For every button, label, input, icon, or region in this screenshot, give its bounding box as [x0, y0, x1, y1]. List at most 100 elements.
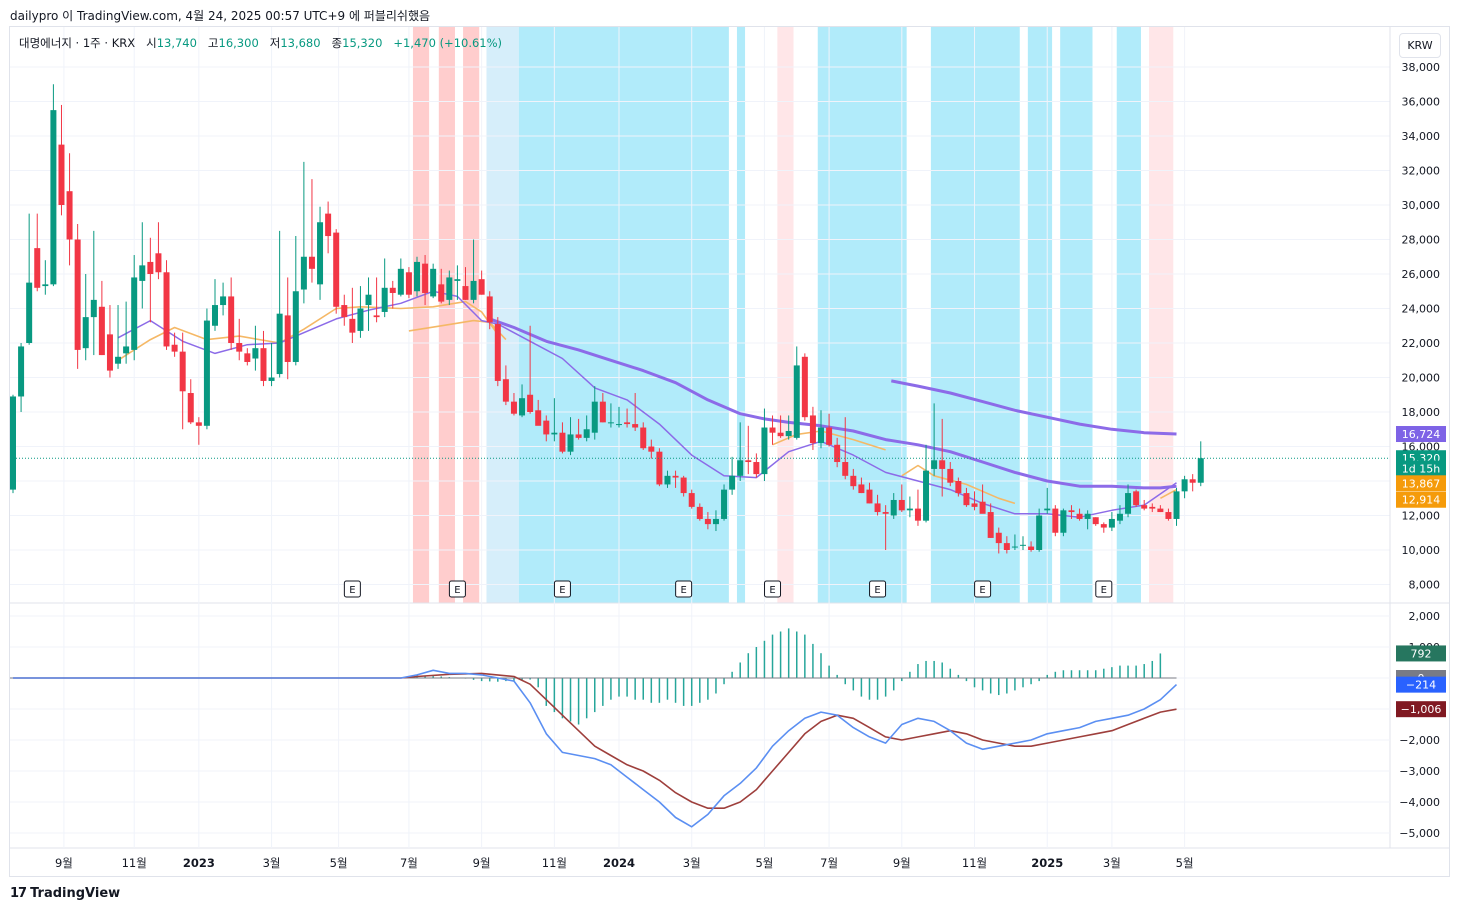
candle-body	[381, 287, 388, 312]
candle-body	[712, 518, 719, 525]
macd-badge-text: −1,006	[1401, 703, 1442, 716]
macd-badge	[1396, 701, 1446, 718]
background-zones	[412, 27, 1174, 603]
time-tick-label: 7월	[400, 856, 418, 870]
candle-body	[292, 291, 299, 362]
candle-body	[826, 427, 833, 445]
candle-body	[559, 432, 566, 452]
price-tick-label: 12,000	[1402, 510, 1441, 523]
candle-body	[858, 484, 865, 494]
candle-body	[365, 294, 372, 306]
earnings-label: E	[349, 585, 355, 596]
candle-body	[155, 253, 162, 273]
ma_purple_long-line	[489, 317, 1177, 490]
ma_orange-line	[117, 300, 499, 361]
candle-body	[624, 422, 631, 425]
time-axis: 9월 11월 2023 3월 5월 7월 9월 11월 2024 3월 5월 7월 9월 11월 2025 3…	[55, 856, 1194, 870]
candle-body	[131, 277, 138, 350]
candle-body	[793, 365, 800, 438]
candle-body	[777, 432, 784, 437]
candle-body	[268, 377, 275, 381]
candle-body	[1141, 505, 1148, 509]
candle-body	[680, 477, 687, 494]
candle-body	[123, 346, 130, 354]
candle-body	[519, 398, 526, 416]
candle-body	[82, 317, 89, 349]
candle-body	[115, 356, 122, 364]
earnings-label: E	[1101, 585, 1107, 596]
time-tick-label: 9월	[893, 856, 911, 870]
candle-body	[276, 313, 283, 375]
candle-body	[632, 424, 639, 428]
candle-body	[923, 470, 930, 521]
earnings-icon	[343, 580, 361, 598]
candle-body	[1068, 510, 1075, 513]
candle-body	[931, 460, 938, 469]
price-badge-text: 13,867	[1402, 477, 1441, 490]
candle-body	[1092, 517, 1099, 525]
candle-body	[648, 446, 655, 452]
candle-body	[195, 422, 202, 426]
candle-body	[405, 272, 412, 295]
tradingview-logo[interactable]: 17 TradingView	[10, 886, 120, 901]
candle-body	[1052, 508, 1059, 533]
candle-body	[1028, 546, 1035, 550]
earnings-label: E	[979, 585, 985, 596]
candle-body	[995, 532, 1002, 544]
time-tick-label: 11월	[542, 856, 567, 870]
candle-body	[1157, 508, 1164, 513]
time-tick-label: 3월	[1103, 856, 1121, 870]
time-tick-label: 2024	[603, 856, 635, 870]
time-tick-label: 2023	[183, 856, 215, 870]
candle-body	[882, 512, 889, 514]
candle-body	[414, 261, 420, 292]
candle-body	[171, 344, 178, 352]
candle-body	[502, 379, 509, 402]
price-tick-label: 32,000	[1402, 165, 1441, 178]
candle-body	[422, 263, 429, 293]
candle-body	[583, 429, 590, 438]
high-label: 고	[207, 36, 219, 50]
candle-body	[535, 410, 542, 426]
price-tick-label: 20,000	[1402, 372, 1441, 385]
earnings-icon	[869, 580, 887, 598]
price-tick-label: 18,000	[1402, 406, 1441, 419]
candle-body	[357, 308, 364, 331]
candle-body	[890, 499, 897, 516]
candle-body	[34, 248, 41, 288]
price-badge	[1396, 491, 1446, 508]
candle-body	[187, 393, 194, 423]
candle-body	[543, 420, 550, 435]
candle-body	[785, 430, 792, 437]
candle-body	[745, 460, 752, 463]
candle-body	[373, 315, 380, 318]
open-value: 13,740	[156, 36, 197, 50]
close-value: 15,320	[342, 36, 383, 50]
candle-body	[454, 279, 461, 281]
macd-pane	[10, 628, 1178, 828]
signal-zone	[1027, 27, 1053, 603]
candle-body	[1149, 506, 1156, 509]
candle-body	[1133, 491, 1140, 506]
candle-body	[300, 256, 307, 290]
candle-body	[769, 427, 776, 433]
candle-body	[10, 396, 16, 490]
price-tick-label: 30,000	[1402, 199, 1441, 212]
open-label: 시	[146, 36, 157, 50]
candle-body	[220, 296, 227, 306]
candle-body	[987, 512, 994, 538]
earnings-label: E	[769, 585, 775, 596]
symbol-legend: 대명에너지 · 1주 · KRX 시13,740 고16,300 저13,680…	[19, 35, 502, 51]
candle-body	[979, 501, 986, 514]
price-tick-label: 34,000	[1402, 130, 1441, 143]
candle-body	[842, 462, 849, 476]
candle-body	[397, 268, 404, 295]
candle-body	[42, 284, 49, 287]
tradingview-icon: 17	[10, 886, 27, 901]
brand-name: TradingView	[30, 886, 121, 901]
currency-button[interactable]: KRW	[1399, 33, 1441, 58]
macd-tick-label: −2,000	[1399, 734, 1440, 747]
time-tick-label: 5월	[755, 856, 773, 870]
